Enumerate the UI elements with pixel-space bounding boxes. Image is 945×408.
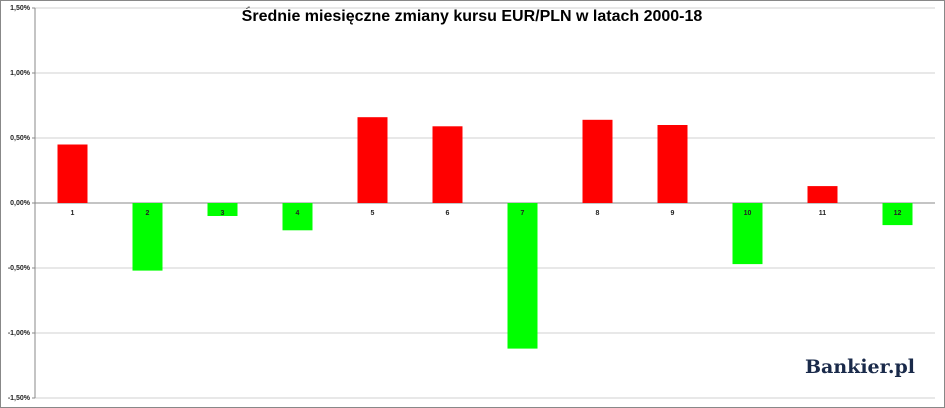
bar: [807, 186, 838, 203]
x-tick-label: 2: [146, 210, 150, 217]
x-tick-label: 3: [221, 210, 225, 217]
x-tick-label: 6: [446, 210, 450, 217]
x-tick-label: 8: [596, 210, 600, 217]
bar: [582, 119, 613, 203]
bar: [732, 203, 763, 265]
x-tick-label: 12: [894, 210, 902, 217]
x-tick-label: 7: [521, 210, 525, 217]
y-tick-label: 0,50%: [10, 135, 31, 142]
chart-title: Średnie miesięczne zmiany kursu EUR/PLN …: [242, 6, 703, 25]
bar: [132, 203, 163, 271]
bar: [357, 117, 388, 203]
x-tick-label: 9: [671, 210, 675, 217]
x-tick-label: 11: [819, 210, 827, 217]
bar: [432, 126, 463, 203]
bar: [882, 203, 913, 226]
bar: [207, 203, 238, 216]
y-tick-label: 1,50%: [10, 5, 31, 12]
bar: [57, 144, 88, 203]
y-tick-label: 0,00%: [10, 200, 31, 207]
x-tick-label: 5: [371, 210, 375, 217]
x-tick-label: 10: [744, 210, 752, 217]
x-tick-label: 4: [296, 210, 300, 217]
y-tick-label: -1,50%: [8, 395, 31, 402]
y-tick-label: -1,00%: [8, 330, 31, 337]
y-tick-label: 1,00%: [10, 70, 31, 77]
bar: [507, 203, 538, 349]
y-tick-label: -0,50%: [8, 265, 31, 272]
bar: [282, 203, 313, 231]
bar: [657, 125, 688, 203]
x-tick-label: 1: [71, 210, 75, 217]
watermark: Bankier.pl: [805, 356, 915, 378]
